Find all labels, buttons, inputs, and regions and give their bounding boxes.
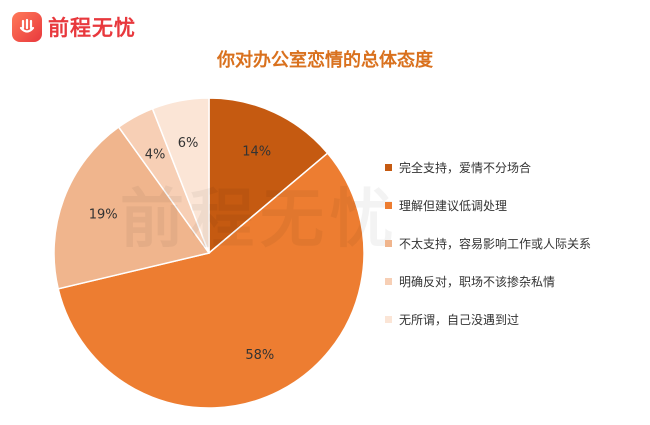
pie-slice-label-4: 4% (145, 148, 166, 163)
legend-swatch (385, 202, 392, 209)
pie-slice-3 (53, 125, 211, 290)
legend-label: 完全支持，爱情不分场合 (399, 161, 532, 175)
legend-swatch (385, 278, 392, 285)
pie-slice-label-2: 58% (245, 348, 274, 363)
pie-slice-2 (57, 152, 365, 409)
legend-item-4: 明确反对，职场不该掺杂私情 (385, 272, 591, 291)
pie-slice-label-5: 6% (178, 136, 199, 151)
legend-item-3: 不太支持，容易影响工作或人际关系 (385, 234, 591, 253)
legend-label: 无所谓，自己没遇到过 (399, 313, 520, 327)
legend-item-1: 完全支持，爱情不分场合 (385, 158, 591, 177)
brand-name: 前程无忧 (48, 16, 136, 40)
legend-swatch (385, 240, 392, 247)
legend-swatch (385, 164, 392, 171)
legend-swatch (385, 316, 392, 323)
legend-item-5: 无所谓，自己没遇到过 (385, 310, 591, 329)
logo-mark-icon (12, 12, 42, 42)
legend-label: 不太支持，容易影响工作或人际关系 (399, 237, 592, 251)
watermark: 前程无忧 (120, 168, 400, 260)
pie-slice-label-1: 14% (242, 145, 271, 160)
pie-slice-5 (151, 97, 210, 254)
pie-slice-label-3: 19% (89, 207, 118, 222)
legend-label: 理解但建议低调处理 (399, 199, 508, 213)
legend-label: 明确反对，职场不该掺杂私情 (399, 275, 556, 289)
chart-legend: 完全支持，爱情不分场合 理解但建议低调处理不太支持，容易影响工作或人际关系 明确反对… (385, 158, 591, 348)
brand-logo: 前程无忧 (12, 12, 136, 42)
legend-item-2: 理解但建议低调处理 (385, 196, 591, 215)
pie-slice-1 (208, 97, 329, 255)
chart-title: 你对办公室恋情的总体态度 (217, 50, 433, 71)
